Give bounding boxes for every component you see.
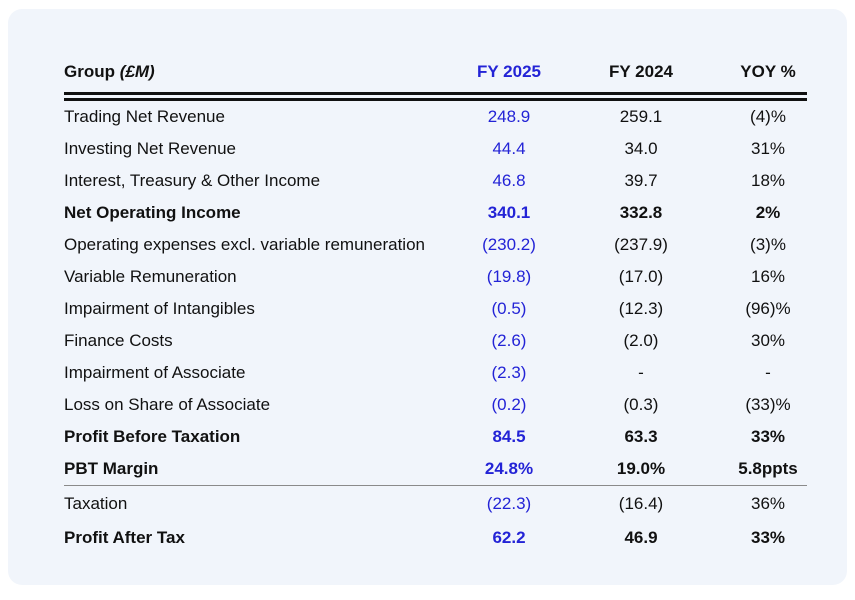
fy2025-value: (19.8) [486, 267, 532, 286]
row-label: Net Operating Income [64, 203, 241, 222]
fy2024-value: 39.7 [624, 171, 658, 190]
group-unit: (£M) [119, 62, 155, 81]
fy2025-value: 248.9 [487, 107, 531, 126]
fy2024-value: (0.3) [623, 395, 659, 414]
fy2024-value: 63.3 [624, 427, 658, 446]
table-row-interest-treasury-other-income: Interest, Treasury & Other Income 46.8 3… [64, 165, 807, 197]
fy2024-value: (17.0) [618, 267, 664, 286]
table-header-row: Group (£M) FY 2025 FY 2024 YOY % [64, 52, 807, 94]
fy2024-value: 19.0% [616, 459, 666, 478]
fy2024-value: - [638, 363, 644, 382]
fy2025-value: (2.3) [491, 363, 527, 382]
fy2025-value: (2.6) [491, 331, 527, 350]
row-label: Profit Before Taxation [64, 427, 241, 446]
row-label: Impairment of Associate [64, 363, 246, 382]
table-row-impairment-of-intangibles: Impairment of Intangibles (0.5) (12.3) (… [64, 293, 807, 325]
fy2024-value: 332.8 [619, 203, 663, 222]
yoy-value: 33% [750, 528, 786, 547]
group-column-header: Group (£M) [64, 52, 465, 94]
yoy-value: 31% [750, 139, 786, 158]
yoy-value: (4)% [750, 107, 786, 126]
fy2024-value: 259.1 [619, 107, 663, 126]
fy2024-value: 46.9 [624, 528, 658, 547]
fy2024-column-header: FY 2024 [609, 62, 673, 81]
row-label: Investing Net Revenue [64, 139, 236, 158]
yoy-value: 18% [750, 171, 786, 190]
fy2024-value: 34.0 [624, 139, 658, 158]
row-label: Interest, Treasury & Other Income [64, 171, 321, 190]
fy2024-value: (237.9) [614, 235, 668, 254]
yoy-value: (96)% [745, 299, 791, 318]
yoy-value: 2% [755, 203, 781, 222]
yoy-value: (33)% [745, 395, 791, 414]
row-label: Profit After Tax [64, 528, 185, 547]
financial-table: Group (£M) FY 2025 FY 2024 YOY % Trading… [64, 52, 807, 554]
group-label: Group [64, 62, 115, 81]
fy2024-value: (16.4) [553, 485, 729, 522]
yoy-value: 36% [729, 485, 807, 522]
yoy-value: 33% [750, 427, 786, 446]
row-label: PBT Margin [64, 459, 159, 478]
fy2025-value: 46.8 [492, 171, 526, 190]
table-row-profit-before-taxation: Profit Before Taxation 84.5 63.3 33% [64, 421, 807, 453]
table-row-variable-remuneration: Variable Remuneration (19.8) (17.0) 16% [64, 261, 807, 293]
fy2025-value: 84.5 [492, 427, 526, 446]
fy2025-value: 62.2 [492, 528, 526, 547]
yoy-value: - [765, 363, 771, 382]
table-row-net-operating-income: Net Operating Income 340.1 332.8 2% [64, 197, 807, 229]
fy2025-value: 340.1 [487, 203, 531, 222]
fy2024-value: (12.3) [618, 299, 664, 318]
table-row-investing-net-revenue: Investing Net Revenue 44.4 34.0 31% [64, 133, 807, 165]
fy2025-value: 44.4 [492, 139, 526, 158]
yoy-value: (3)% [750, 235, 786, 254]
row-label: Impairment of Intangibles [64, 299, 255, 318]
fy2024-value: (2.0) [623, 331, 659, 350]
yoy-value: 16% [750, 267, 786, 286]
table-row-pbt-margin: PBT Margin 24.8% 19.0% 5.8ppts [64, 453, 807, 486]
yoy-column-header: YOY % [740, 62, 796, 81]
table-row-operating-expenses: Operating expenses excl. variable remune… [64, 229, 807, 261]
row-label: Loss on Share of Associate [64, 395, 271, 414]
fy2025-value: (230.2) [482, 235, 536, 254]
table-row-finance-costs: Finance Costs (2.6) (2.0) 30% [64, 325, 807, 357]
row-label: Finance Costs [64, 331, 173, 350]
fy2025-value: (0.5) [491, 299, 527, 318]
table-row-profit-after-tax: Profit After Tax 62.2 46.9 33% [64, 522, 807, 554]
financial-summary-card: Group (£M) FY 2025 FY 2024 YOY % Trading… [8, 9, 847, 585]
row-label: Variable Remuneration [64, 267, 237, 286]
yoy-value: 30% [750, 331, 786, 350]
row-label: Trading Net Revenue [64, 107, 225, 126]
row-label: Operating expenses excl. variable remune… [64, 235, 425, 254]
fy2025-value: (0.2) [491, 395, 527, 414]
fy2025-column-header: FY 2025 [477, 62, 541, 81]
table-row-impairment-of-associate: Impairment of Associate (2.3) - - [64, 357, 807, 389]
yoy-value: 5.8ppts [738, 459, 798, 478]
table-row-loss-on-share-of-associate: Loss on Share of Associate (0.2) (0.3) (… [64, 389, 807, 421]
fy2025-value: (22.3) [465, 485, 553, 522]
row-label: Taxation [64, 485, 465, 522]
table-row-trading-net-revenue: Trading Net Revenue 248.9 259.1 (4)% [64, 100, 807, 134]
fy2025-value: 24.8% [484, 459, 534, 478]
table-row-taxation: Taxation (22.3) (16.4) 36% [64, 485, 807, 522]
